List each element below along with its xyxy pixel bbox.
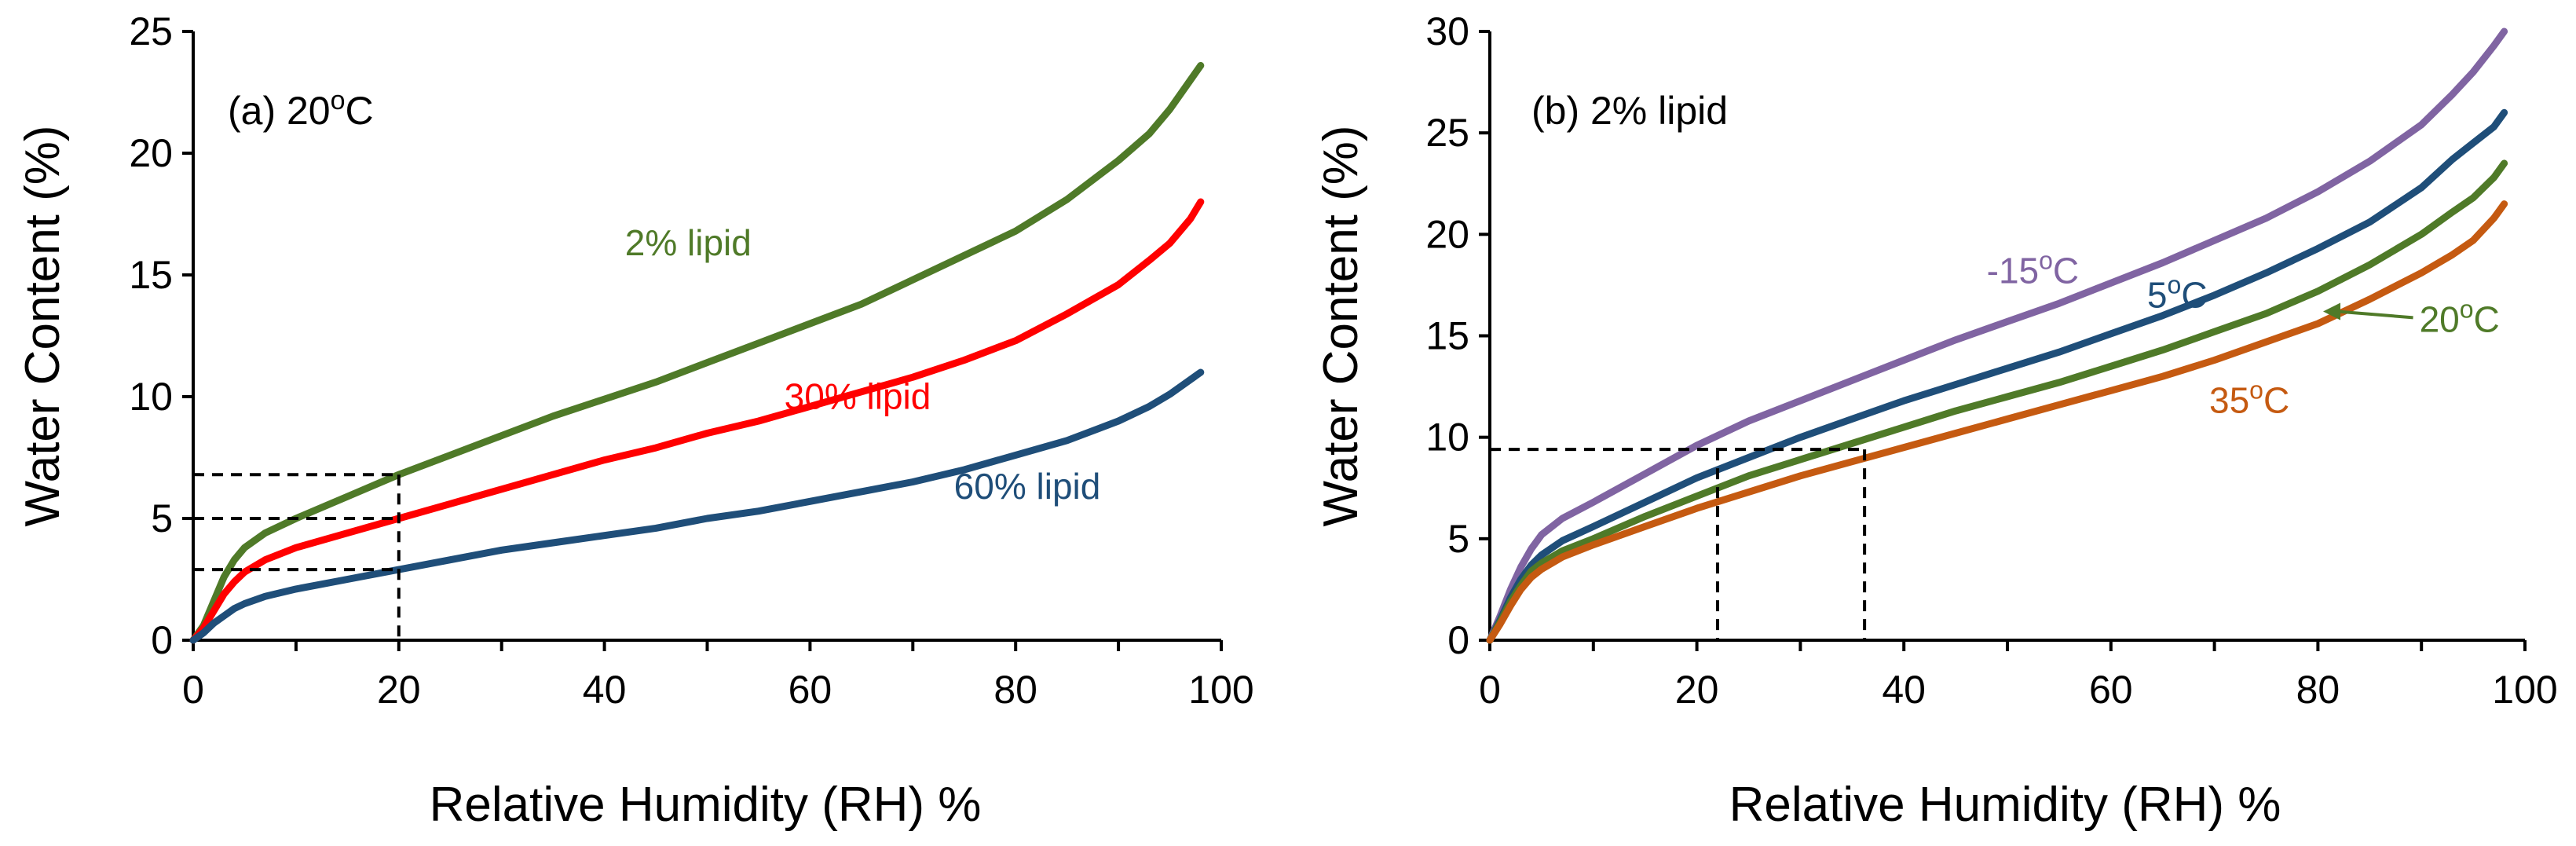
panel-a-x-tick-label: 0 [182, 668, 204, 712]
panel-a-title-super: o [331, 86, 346, 115]
panel-b-series-line-4 [1486, 200, 2508, 644]
panel-b-y-tick-label: 15 [1425, 314, 1469, 358]
panel-b-y-tick-label: 0 [1447, 618, 1469, 662]
panel-b-y-axis-title: Water Content (%) [1314, 125, 1368, 526]
panel-b-y-tick-label: 10 [1425, 416, 1469, 460]
panel-b-series-label-super: o [2249, 376, 2263, 405]
panel-b-series-line-2 [1486, 108, 2508, 644]
panel-b-series-label-suffix: C [2181, 274, 2207, 315]
panel-b-series-label-super: o [2460, 295, 2474, 323]
panel-b-y-tick-label: 30 [1425, 9, 1469, 53]
panel-a-title: (a) 20oC [228, 86, 374, 133]
panel-a-y-tick-label: 10 [129, 375, 173, 419]
panel-a-x-axis-title: Relative Humidity (RH) % [430, 778, 982, 832]
panel-a-series-line-3 [189, 368, 1205, 644]
panel-a-y-tick-label: 5 [151, 496, 173, 540]
panel-b-series-label-suffix: C [2263, 380, 2289, 421]
panel-a-y-tick-label: 25 [129, 9, 173, 53]
panel-b-annotation-arrow-head [2322, 302, 2340, 320]
panel-b-x-tick-label: 100 [2492, 668, 2557, 712]
panel-b-series-label-main: 5 [2147, 274, 2168, 315]
panel-a-x-tick-label: 60 [789, 668, 832, 712]
panel-a-y-axis-title: Water Content (%) [16, 125, 70, 526]
panel-a-series-label-1: 2% lipid [625, 222, 752, 263]
panel-a-series-label-2: 30% lipid [785, 376, 931, 417]
panel-b-x-tick-label: 80 [2296, 668, 2340, 712]
panel-a-chart: (a) 20oC Water Content (%) Relative Humi… [16, 9, 1254, 832]
panel-b-x-tick-label: 60 [2089, 668, 2133, 712]
panel-a-y-tick-label: 15 [129, 253, 173, 297]
panel-a-series-label-3: 60% lipid [954, 466, 1101, 507]
panel-b-x-axis-title: Relative Humidity (RH) % [1729, 778, 2281, 832]
panel-b-series-label-3: 20oC [2420, 295, 2500, 339]
panel-b-series-label-1: -15oC [1987, 246, 2080, 291]
panel-b-chart: (b) 2% lipid Water Content (%) Relative … [1314, 9, 2558, 832]
panel-b-series-label-suffix: C [2053, 250, 2079, 291]
panel-b-y-tick-label: 25 [1425, 111, 1469, 155]
panel-b-series-label-super: o [2039, 246, 2053, 274]
panel-b-annotation-arrow-shaft [2336, 309, 2413, 320]
panel-b-title: (b) 2% lipid [1531, 89, 1728, 133]
panel-a-y-tick-label: 0 [151, 618, 173, 662]
panel-b-series-line-1 [1486, 27, 2508, 644]
panel-b-y-tick-label: 20 [1425, 212, 1469, 256]
panel-b-y-tick-label: 5 [1447, 517, 1469, 561]
panel-a-series-line-2 [189, 198, 1205, 644]
panel-b-x-tick-label: 0 [1479, 668, 1501, 712]
panel-a-title-main: (a) 20 [228, 89, 331, 133]
panel-b-x-tick-label: 40 [1882, 668, 1926, 712]
panel-a-x-tick-label: 80 [993, 668, 1037, 712]
panel-b-series-label-suffix: C [2474, 298, 2500, 339]
panel-b-series-label-main: 35 [2209, 380, 2249, 421]
panel-b-series-label-main: 20 [2420, 298, 2460, 339]
panel-b-x-tick-label: 20 [1675, 668, 1719, 712]
panel-b-series-label-4: 35oC [2209, 376, 2289, 421]
panel-a-x-tick-label: 40 [583, 668, 627, 712]
panel-b-series-label-main: -15 [1987, 250, 2039, 291]
panel-a-x-tick-label: 100 [1188, 668, 1253, 712]
panel-a-y-tick-label: 20 [129, 131, 173, 175]
panel-a-title-suffix: C [346, 89, 374, 133]
panel-b-series-line-3 [1486, 159, 2508, 644]
panel-a-plot-area: 0 5 10 15 20 25 0 20 40 60 80 100 2% lipid 30% lipid 6… [129, 9, 1253, 712]
panel-b-series-label-2: 5oC [2147, 270, 2208, 315]
panel-a-x-tick-label: 20 [377, 668, 421, 712]
panel-a-series-line-1 [189, 61, 1205, 644]
panel-b-series-label-super: o [2168, 270, 2182, 298]
